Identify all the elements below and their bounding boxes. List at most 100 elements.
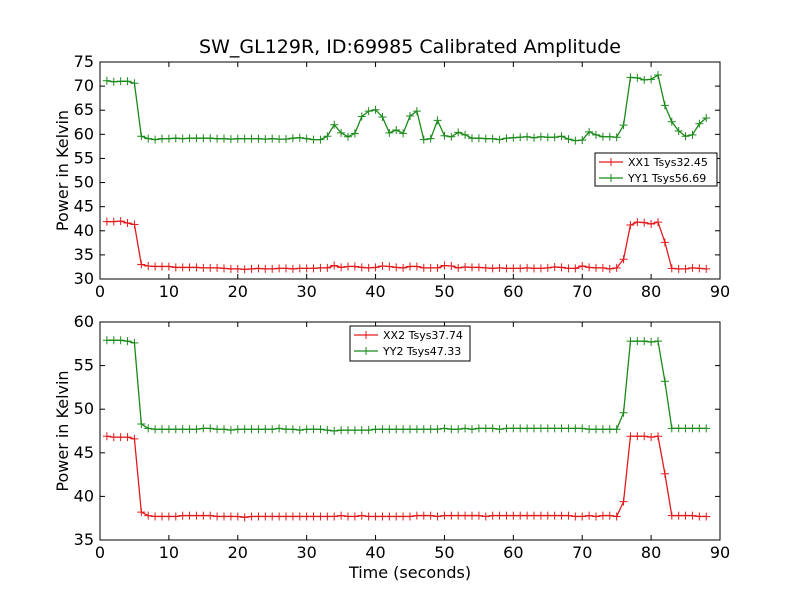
data-point (640, 75, 649, 84)
data-point (164, 512, 173, 521)
data-point (702, 264, 711, 273)
data-point (536, 132, 545, 141)
data-point (206, 424, 215, 433)
x-tick-label: 90 (710, 282, 730, 301)
data-point (302, 134, 311, 143)
x-tick-label: 60 (503, 543, 523, 562)
data-point (220, 264, 228, 273)
data-point (385, 128, 394, 137)
data-point (557, 263, 566, 272)
data-point (378, 261, 387, 270)
data-point (164, 425, 173, 434)
data-point (509, 511, 518, 520)
data-point (371, 512, 380, 521)
data-point (454, 511, 463, 520)
data-point (564, 424, 573, 433)
data-point (633, 432, 642, 441)
legend-marker (607, 174, 615, 182)
data-point (220, 512, 228, 521)
data-point (474, 263, 483, 272)
data-point (123, 77, 132, 86)
data-point (385, 512, 394, 521)
data-point (612, 263, 621, 272)
data-point (192, 134, 201, 143)
data-point (158, 262, 166, 271)
data-point (144, 424, 153, 433)
data-point (454, 263, 463, 272)
data-point (330, 261, 339, 270)
data-point (102, 76, 111, 85)
data-point (488, 511, 497, 520)
x-tick-label: 50 (434, 543, 454, 562)
data-point (109, 433, 118, 442)
plot-frame (99, 61, 721, 280)
data-point (137, 132, 146, 141)
data-point (178, 425, 187, 434)
data-point (344, 426, 352, 435)
data-point (282, 512, 290, 521)
data-point (674, 126, 683, 135)
data-point (116, 433, 125, 442)
data-point (412, 107, 421, 116)
data-point (295, 512, 304, 521)
series-1 (102, 217, 711, 274)
data-point (557, 132, 566, 141)
y-tick-label: 70 (74, 76, 94, 95)
data-point (461, 424, 470, 433)
data-point (674, 511, 683, 520)
data-point (626, 432, 635, 441)
data-point (419, 263, 428, 272)
data-point (164, 262, 173, 271)
x-tick-label: 10 (159, 543, 179, 562)
data-point (585, 127, 594, 136)
data-point (240, 513, 249, 522)
data-point (550, 511, 559, 520)
data-point (481, 263, 490, 272)
x-tick-label: 40 (365, 543, 385, 562)
data-point (261, 264, 270, 273)
data-point (213, 512, 222, 521)
y-tick-label: 30 (74, 269, 94, 288)
y-axis-label: Power in Kelvin (53, 370, 72, 491)
data-point (523, 132, 532, 141)
data-point (302, 425, 311, 434)
data-point (350, 426, 359, 435)
data-point (364, 426, 373, 435)
legend: XX1 Tsys32.45 YY1 Tsys56.69 (594, 152, 718, 187)
data-point (233, 512, 242, 521)
data-point (502, 134, 511, 143)
y-tick-label: 50 (74, 173, 94, 192)
data-point (509, 264, 518, 273)
data-point (364, 107, 373, 116)
x-tick-label: 40 (365, 282, 385, 301)
data-point (660, 377, 669, 386)
data-point (633, 337, 642, 346)
data-point (309, 425, 318, 434)
data-point (433, 116, 442, 125)
data-point (619, 121, 628, 130)
data-point (640, 218, 649, 227)
data-point (447, 261, 456, 270)
data-point (406, 262, 414, 271)
data-point (137, 420, 146, 429)
data-point (647, 433, 656, 442)
data-point (481, 424, 490, 433)
data-point (523, 263, 532, 272)
legend-label: XX1 Tsys32.45 (628, 156, 708, 169)
y-axis-label: Power in Kelvin (53, 110, 72, 231)
data-point (419, 511, 428, 520)
data-point (543, 424, 552, 433)
data-point (151, 425, 160, 434)
x-tick-label: 90 (710, 543, 730, 562)
legend-box (594, 152, 718, 187)
data-point (247, 425, 256, 434)
data-point (681, 424, 690, 433)
data-point (392, 425, 401, 434)
data-point (130, 220, 139, 229)
data-point (378, 512, 387, 521)
data-point (275, 135, 284, 144)
data-point (302, 264, 311, 273)
data-point (144, 511, 153, 520)
data-point (261, 512, 270, 521)
